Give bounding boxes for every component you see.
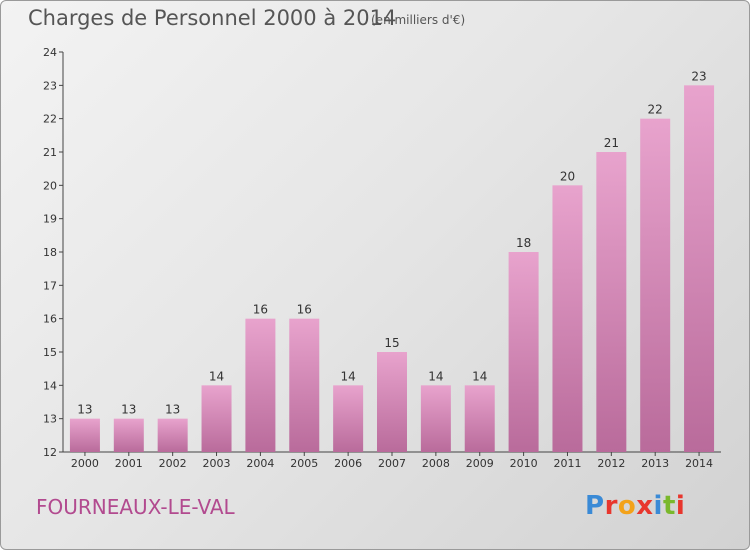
bar <box>420 385 451 452</box>
x-tick-label: 2007 <box>378 457 406 470</box>
bar <box>201 385 232 452</box>
x-tick-label: 2014 <box>685 457 713 470</box>
bar <box>464 385 495 452</box>
y-tick-label: 22 <box>43 113 57 126</box>
data-label: 14 <box>428 369 443 383</box>
logo-letter: t <box>662 491 676 521</box>
y-tick-label: 15 <box>43 346 57 359</box>
x-tick-label: 2000 <box>71 457 99 470</box>
bar <box>289 318 320 452</box>
data-label: 13 <box>121 403 136 417</box>
x-tick-label: 2005 <box>290 457 318 470</box>
y-tick-label: 14 <box>43 379 57 392</box>
logo-letter: P <box>585 491 605 521</box>
y-tick-label: 18 <box>43 246 57 259</box>
chart-title: Charges de Personnel 2000 à 2014 <box>28 6 397 30</box>
logo-letter: i <box>675 491 686 521</box>
bar <box>640 118 671 453</box>
bar <box>333 385 364 452</box>
data-label: 16 <box>297 303 312 317</box>
chart-subtitle: (en milliers d'€) <box>371 13 466 27</box>
data-label: 13 <box>165 403 180 417</box>
logo-letter: x <box>636 491 654 521</box>
y-tick-label: 21 <box>43 146 57 159</box>
x-tick-label: 2001 <box>115 457 143 470</box>
y-tick-label: 16 <box>43 313 57 326</box>
data-label: 20 <box>560 169 575 183</box>
bar <box>552 185 583 453</box>
x-tick-label: 2011 <box>553 457 581 470</box>
data-label: 21 <box>604 136 619 150</box>
bars <box>69 85 715 453</box>
y-tick-label: 17 <box>43 279 57 292</box>
y-tick-label: 12 <box>43 446 57 459</box>
x-tick-label: 2008 <box>422 457 450 470</box>
y-tick-label: 24 <box>43 46 57 59</box>
axes: 12 13 14 15 16 17 18 19 20 21 22 23 24 <box>43 46 721 459</box>
y-tick-label: 20 <box>43 179 57 192</box>
data-label: 23 <box>691 69 706 83</box>
x-tick-label: 2002 <box>159 457 187 470</box>
bar <box>157 418 188 452</box>
y-tick-label: 23 <box>43 79 57 92</box>
x-tick-label: 2013 <box>641 457 669 470</box>
place-name: FOURNEAUX-LE-VAL <box>36 495 235 519</box>
bar <box>684 85 715 452</box>
x-tick-label: 2009 <box>466 457 494 470</box>
x-tick-label: 2012 <box>597 457 625 470</box>
bar <box>113 418 144 452</box>
data-label: 15 <box>384 336 399 350</box>
data-label: 13 <box>77 403 92 417</box>
data-label: 14 <box>472 369 487 383</box>
x-tick-label: 2006 <box>334 457 362 470</box>
x-tick-label: 2003 <box>203 457 231 470</box>
data-label: 14 <box>209 369 224 383</box>
bar <box>69 418 100 452</box>
y-tick-label: 19 <box>43 213 57 226</box>
logo-letter: i <box>653 491 663 521</box>
data-label: 18 <box>516 236 531 250</box>
data-label: 16 <box>253 303 268 317</box>
bar <box>245 318 276 452</box>
data-label: 14 <box>340 369 355 383</box>
x-tick-label: 2010 <box>510 457 538 470</box>
y-tick-label: 13 <box>43 413 57 426</box>
bar <box>508 252 539 452</box>
bar <box>377 352 407 452</box>
x-tick-label: 2004 <box>246 457 274 470</box>
bar <box>596 152 627 452</box>
proxiti-logo: Proxiti <box>585 491 685 521</box>
data-label: 22 <box>648 103 663 117</box>
labels: 2000 13 2001 13 2002 13 2003 14 2004 16 2005 16 2006… <box>71 69 713 470</box>
logo-letter: o <box>617 491 637 521</box>
logo-letter: r <box>604 491 618 521</box>
